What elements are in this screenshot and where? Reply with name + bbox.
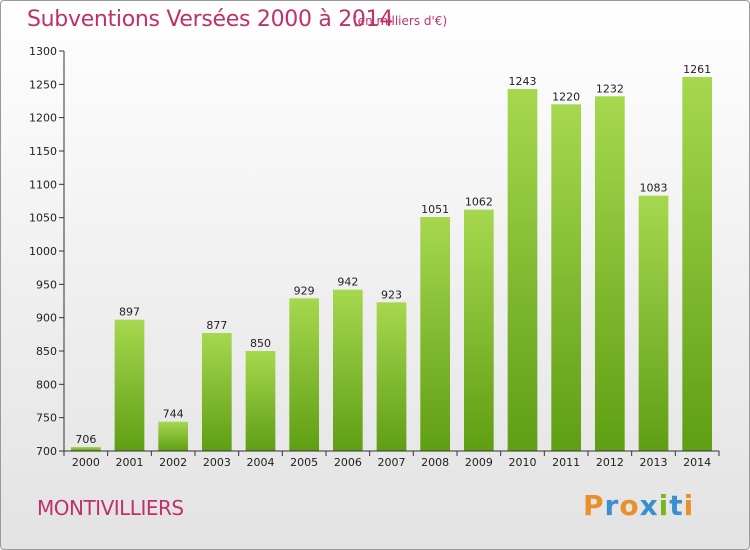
- bar-value-label: 1261: [683, 63, 711, 76]
- bar-value-label: 923: [381, 288, 402, 301]
- chart-title: Subventions Versées 2000 à 2014: [27, 7, 394, 32]
- x-tick-label: 2012: [596, 456, 624, 469]
- x-tick-label: 2014: [683, 456, 711, 469]
- logo-letter: i: [658, 489, 670, 522]
- bar: [245, 351, 276, 451]
- x-tick-label: 2003: [203, 456, 231, 469]
- bar-value-label: 850: [250, 337, 271, 350]
- x-tick-label: 2010: [509, 456, 537, 469]
- bar: [289, 298, 320, 451]
- y-tick-label: 750: [36, 412, 57, 425]
- x-tick-label: 2008: [421, 456, 449, 469]
- x-tick-label: 2011: [552, 456, 580, 469]
- bar: [201, 333, 232, 451]
- logo-letter: x: [639, 489, 659, 522]
- y-tick-label: 700: [36, 445, 57, 458]
- x-tick-label: 2002: [159, 456, 187, 469]
- y-tick-label: 1150: [29, 145, 57, 158]
- logo-letter: P: [583, 489, 605, 522]
- y-tick-label: 950: [36, 278, 57, 291]
- bar-value-label: 942: [337, 276, 358, 289]
- x-tick-label: 2006: [334, 456, 362, 469]
- bar: [551, 104, 582, 451]
- y-tick-label: 800: [36, 378, 57, 391]
- bar-value-label: 1083: [640, 182, 668, 195]
- bar: [70, 447, 101, 451]
- x-axis: 2000 2001 2002 2003 2004 2005 2006 2007 2008 2009…: [63, 450, 720, 469]
- bar-value-label: 1232: [596, 82, 624, 95]
- x-tick-label: 2005: [290, 456, 318, 469]
- x-tick-label: 2001: [116, 456, 144, 469]
- bar-value-label: 929: [294, 284, 315, 297]
- bar: [332, 289, 363, 451]
- bar-value-label: 1220: [552, 90, 580, 103]
- x-tick-label: 2009: [465, 456, 493, 469]
- bar: [507, 89, 538, 451]
- y-tick-label: 1050: [29, 212, 57, 225]
- proxiti-logo: Proxiti: [583, 489, 694, 522]
- x-tick-label: 2004: [247, 456, 275, 469]
- bar: [114, 319, 145, 451]
- y-tick-label: 1250: [29, 78, 57, 91]
- bar: [376, 302, 407, 451]
- x-tick-label: 2013: [640, 456, 668, 469]
- bar-value-label: 706: [75, 433, 96, 446]
- chart-subtitle: (en milliers d'€): [353, 14, 448, 28]
- x-tick-label: 2000: [72, 456, 100, 469]
- y-tick-label: 900: [36, 312, 57, 325]
- y-axis: 700 750 800 850 900 950 1000 1050 1100 1150 1200 12…: [29, 45, 65, 458]
- logo-letter: t: [669, 489, 684, 522]
- x-tick-label: 2007: [378, 456, 406, 469]
- bar-value-label: 877: [206, 319, 227, 332]
- bar: [420, 217, 451, 451]
- y-tick-label: 1300: [29, 45, 57, 58]
- y-tick-label: 1000: [29, 245, 57, 258]
- y-tick-label: 1200: [29, 112, 57, 125]
- bar: [463, 209, 494, 451]
- bar: [682, 77, 713, 451]
- bar-value-label: 744: [163, 408, 184, 421]
- logo-letter: o: [619, 489, 640, 522]
- logo-letter: r: [604, 489, 620, 522]
- bar-value-label: 1062: [465, 196, 493, 209]
- bar-value-label: 1051: [421, 203, 449, 216]
- bar-value-label: 1243: [509, 75, 537, 88]
- logo-letter: i: [683, 489, 695, 522]
- place-name: MONTIVILLIERS: [37, 496, 184, 520]
- bar: [594, 96, 625, 451]
- y-tick-label: 1100: [29, 178, 57, 191]
- bar: [638, 195, 669, 451]
- bars: 706 897 744 877 850 929 942 923 1051 1062 1243 1220…: [70, 63, 713, 451]
- bar: [158, 421, 189, 451]
- y-tick-label: 850: [36, 345, 57, 358]
- bar-value-label: 897: [119, 306, 140, 319]
